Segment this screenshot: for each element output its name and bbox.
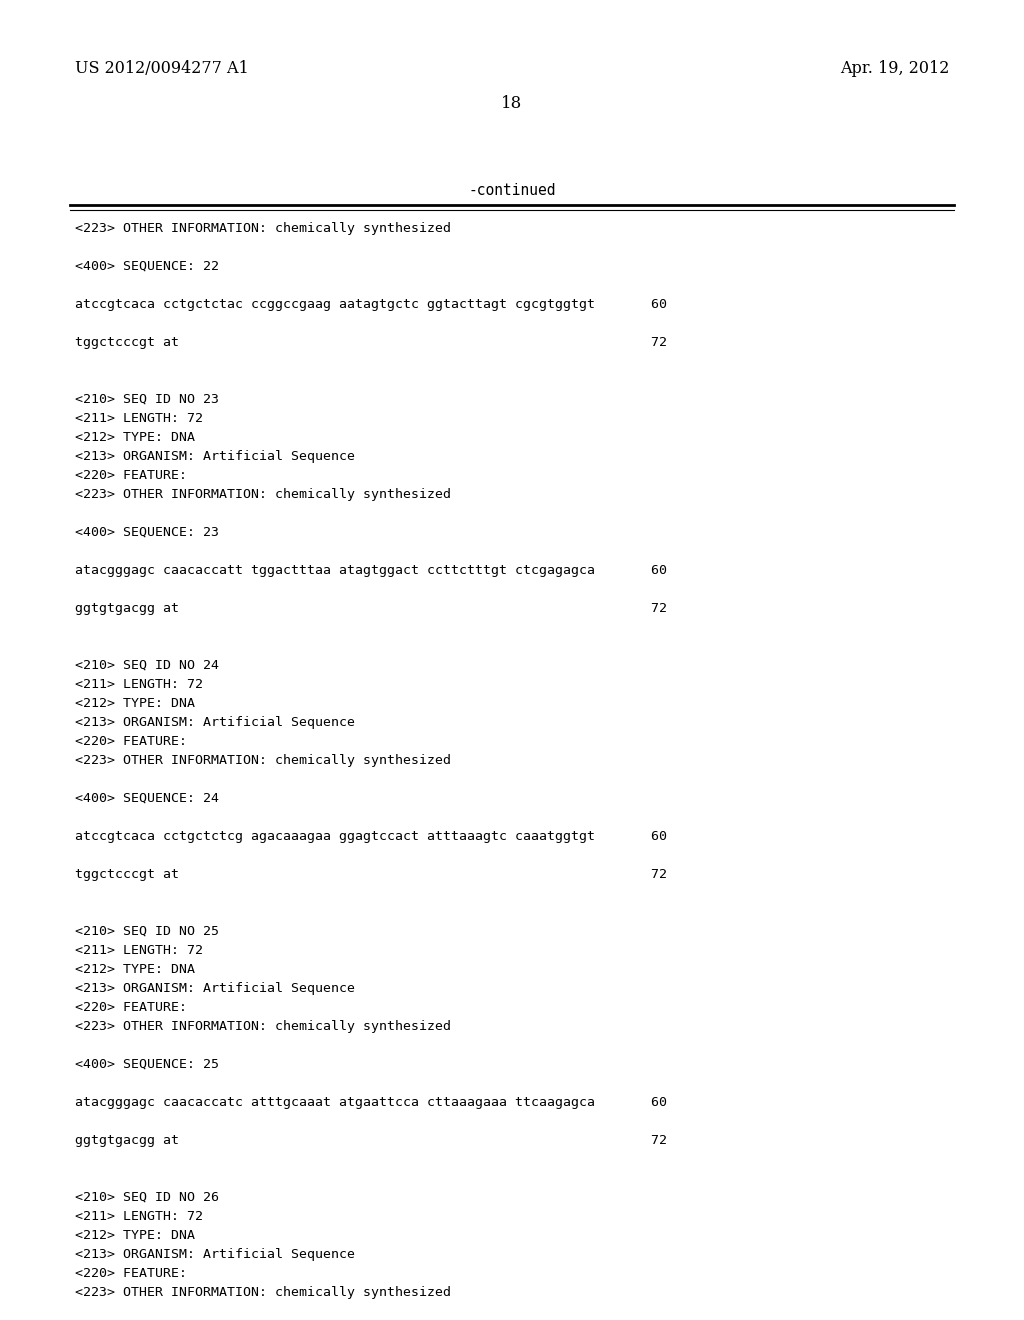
Text: <213> ORGANISM: Artificial Sequence: <213> ORGANISM: Artificial Sequence [75, 450, 355, 463]
Text: <223> OTHER INFORMATION: chemically synthesized: <223> OTHER INFORMATION: chemically synt… [75, 1286, 451, 1299]
Text: <211> LENGTH: 72: <211> LENGTH: 72 [75, 678, 203, 690]
Text: <210> SEQ ID NO 25: <210> SEQ ID NO 25 [75, 925, 219, 939]
Text: <220> FEATURE:: <220> FEATURE: [75, 1267, 187, 1280]
Text: <213> ORGANISM: Artificial Sequence: <213> ORGANISM: Artificial Sequence [75, 982, 355, 995]
Text: <400> SEQUENCE: 25: <400> SEQUENCE: 25 [75, 1059, 219, 1071]
Text: atccgtcaca cctgctctcg agacaaagaa ggagtccact atttaaagtc caaatggtgt       60: atccgtcaca cctgctctcg agacaaagaa ggagtcc… [75, 830, 667, 843]
Text: <211> LENGTH: 72: <211> LENGTH: 72 [75, 944, 203, 957]
Text: <220> FEATURE:: <220> FEATURE: [75, 469, 187, 482]
Text: <400> SEQUENCE: 23: <400> SEQUENCE: 23 [75, 525, 219, 539]
Text: <210> SEQ ID NO 24: <210> SEQ ID NO 24 [75, 659, 219, 672]
Text: <223> OTHER INFORMATION: chemically synthesized: <223> OTHER INFORMATION: chemically synt… [75, 222, 451, 235]
Text: Apr. 19, 2012: Apr. 19, 2012 [840, 59, 949, 77]
Text: <211> LENGTH: 72: <211> LENGTH: 72 [75, 412, 203, 425]
Text: <213> ORGANISM: Artificial Sequence: <213> ORGANISM: Artificial Sequence [75, 715, 355, 729]
Text: ggtgtgacgg at                                                           72: ggtgtgacgg at 72 [75, 1134, 667, 1147]
Text: ggtgtgacgg at                                                           72: ggtgtgacgg at 72 [75, 602, 667, 615]
Text: <223> OTHER INFORMATION: chemically synthesized: <223> OTHER INFORMATION: chemically synt… [75, 1020, 451, 1034]
Text: atacgggagc caacaccatc atttgcaaat atgaattcca cttaaagaaa ttcaagagca       60: atacgggagc caacaccatc atttgcaaat atgaatt… [75, 1096, 667, 1109]
Text: <213> ORGANISM: Artificial Sequence: <213> ORGANISM: Artificial Sequence [75, 1247, 355, 1261]
Text: US 2012/0094277 A1: US 2012/0094277 A1 [75, 59, 249, 77]
Text: <212> TYPE: DNA: <212> TYPE: DNA [75, 964, 195, 975]
Text: <212> TYPE: DNA: <212> TYPE: DNA [75, 432, 195, 444]
Text: <220> FEATURE:: <220> FEATURE: [75, 1001, 187, 1014]
Text: atacgggagc caacaccatt tggactttaa atagtggact ccttctttgt ctcgagagca       60: atacgggagc caacaccatt tggactttaa atagtgg… [75, 564, 667, 577]
Text: <400> SEQUENCE: 22: <400> SEQUENCE: 22 [75, 260, 219, 273]
Text: <212> TYPE: DNA: <212> TYPE: DNA [75, 1229, 195, 1242]
Text: <220> FEATURE:: <220> FEATURE: [75, 735, 187, 748]
Text: atccgtcaca cctgctctac ccggccgaag aatagtgctc ggtacttagt cgcgtggtgt       60: atccgtcaca cctgctctac ccggccgaag aatagtg… [75, 298, 667, 312]
Text: <210> SEQ ID NO 26: <210> SEQ ID NO 26 [75, 1191, 219, 1204]
Text: <223> OTHER INFORMATION: chemically synthesized: <223> OTHER INFORMATION: chemically synt… [75, 488, 451, 502]
Text: <223> OTHER INFORMATION: chemically synthesized: <223> OTHER INFORMATION: chemically synt… [75, 754, 451, 767]
Text: <212> TYPE: DNA: <212> TYPE: DNA [75, 697, 195, 710]
Text: -continued: -continued [468, 183, 556, 198]
Text: <210> SEQ ID NO 23: <210> SEQ ID NO 23 [75, 393, 219, 407]
Text: 18: 18 [502, 95, 522, 112]
Text: tggctcccgt at                                                           72: tggctcccgt at 72 [75, 869, 667, 880]
Text: tggctcccgt at                                                           72: tggctcccgt at 72 [75, 337, 667, 348]
Text: <211> LENGTH: 72: <211> LENGTH: 72 [75, 1210, 203, 1224]
Text: <400> SEQUENCE: 24: <400> SEQUENCE: 24 [75, 792, 219, 805]
